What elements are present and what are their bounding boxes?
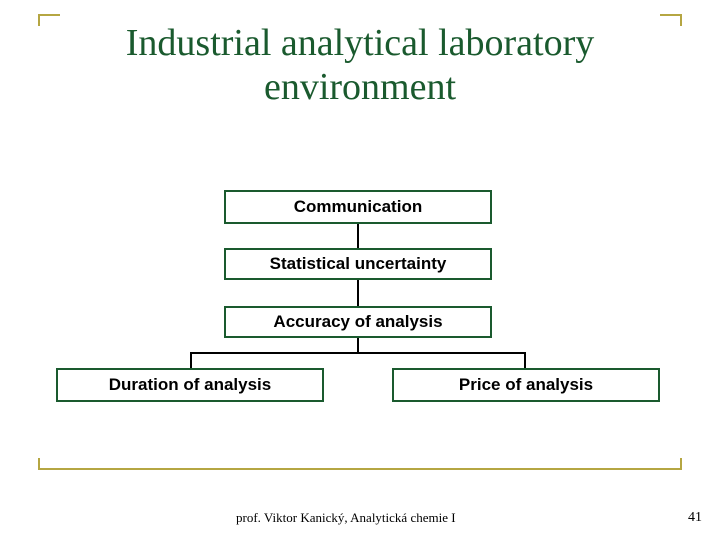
- connector-v2: [357, 280, 359, 306]
- slide-title: Industrial analytical laboratory environ…: [0, 22, 720, 109]
- connector-v1: [357, 224, 359, 248]
- box-price: Price of analysis: [392, 368, 660, 402]
- connector-h: [190, 352, 526, 354]
- frame-bottom: [38, 468, 682, 470]
- box-communication: Communication: [224, 190, 492, 224]
- box-label: Duration of analysis: [109, 375, 271, 395]
- title-line1: Industrial analytical laboratory: [126, 22, 595, 64]
- box-duration: Duration of analysis: [56, 368, 324, 402]
- box-label: Communication: [294, 197, 422, 217]
- frame-tick-br: [680, 458, 682, 470]
- box-label: Statistical uncertainty: [270, 254, 447, 274]
- box-label: Accuracy of analysis: [273, 312, 442, 332]
- page-number: 41: [688, 510, 702, 526]
- box-label: Price of analysis: [459, 375, 593, 395]
- box-statistical-uncertainty: Statistical uncertainty: [224, 248, 492, 280]
- box-accuracy: Accuracy of analysis: [224, 306, 492, 338]
- title-line2: environment: [264, 66, 456, 108]
- slide-footer: prof. Viktor Kanický, Analytická chemie …: [236, 510, 456, 526]
- frame-top-right: [660, 14, 682, 16]
- connector-drop-right: [524, 352, 526, 368]
- connector-drop-left: [190, 352, 192, 368]
- connector-v3: [357, 338, 359, 352]
- frame-tick-bl: [38, 458, 40, 470]
- frame-top-left: [38, 14, 60, 16]
